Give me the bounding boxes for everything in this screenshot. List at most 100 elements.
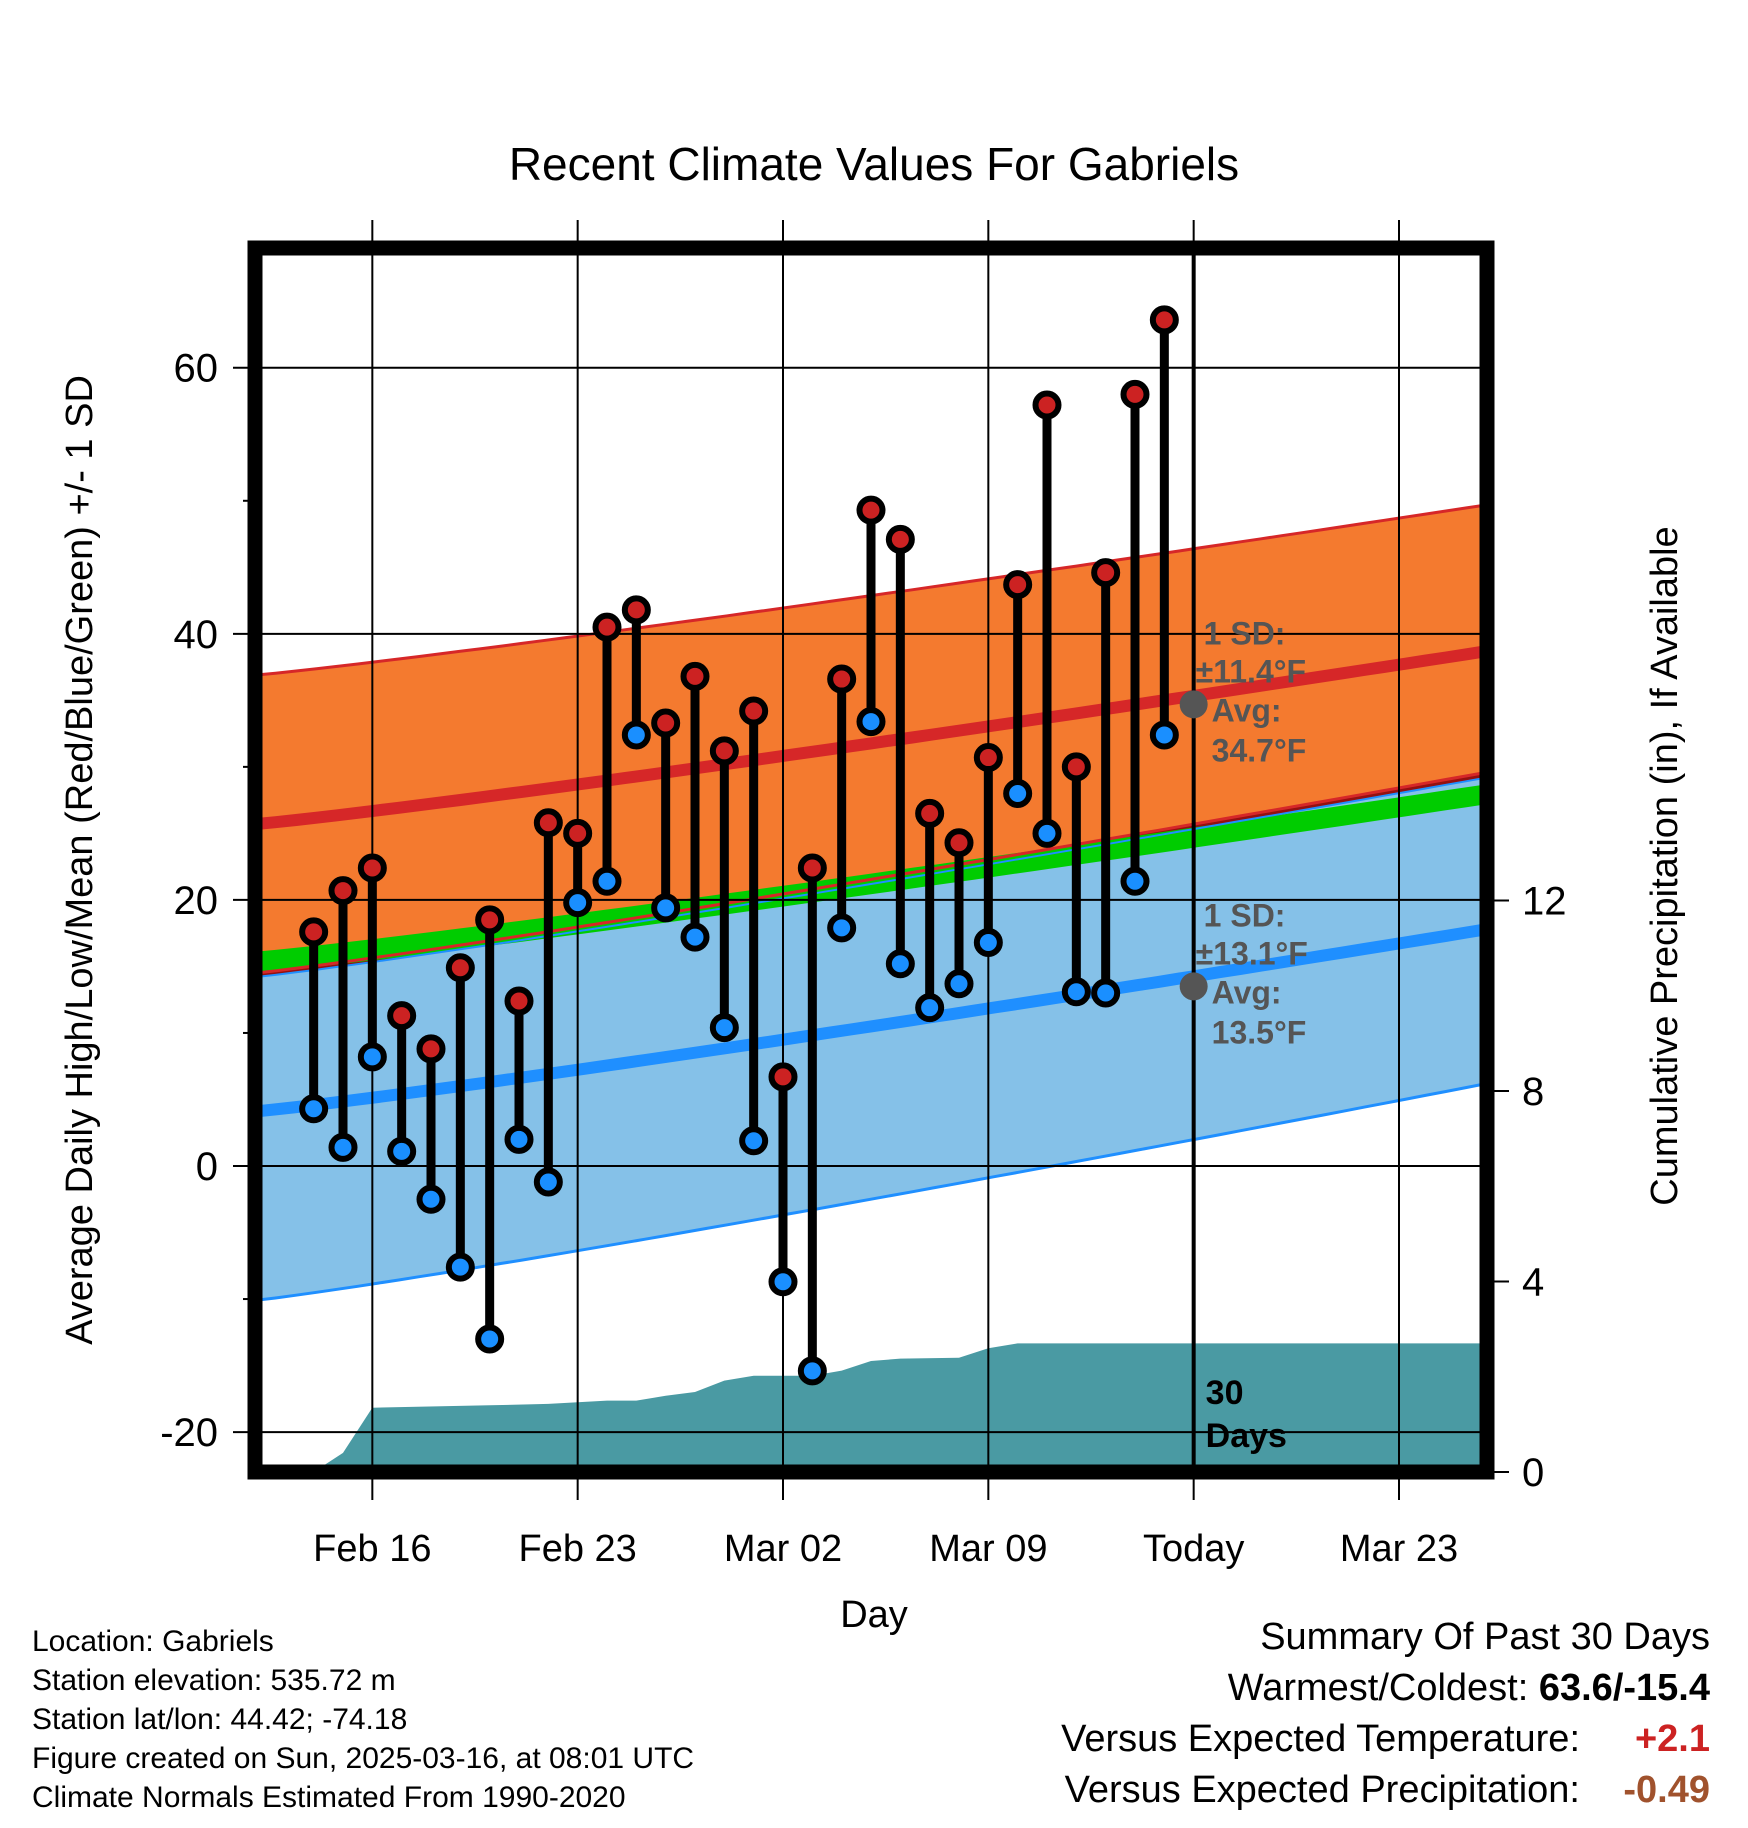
daily-low-point — [533, 1167, 563, 1197]
daily-high-point — [328, 876, 358, 906]
daily-low-point — [621, 720, 651, 750]
station-info: Location: Gabriels Station elevation: 53… — [32, 1622, 694, 1817]
warm-cold-row: Warmest/Coldest: 63.6/-15.4 — [1061, 1663, 1710, 1714]
y2-tick-label: 12 — [1522, 879, 1567, 923]
daily-high-point — [533, 808, 563, 838]
x-tick-label: Feb 23 — [519, 1528, 637, 1570]
daily-low-point — [973, 927, 1003, 957]
low-sd-unit: °F — [1276, 935, 1308, 971]
cumulative-precip-area — [255, 1343, 1487, 1472]
summary-panel: Summary Of Past 30 Days Warmest/Coldest:… — [1061, 1612, 1710, 1816]
y2-tick-label: 0 — [1522, 1451, 1544, 1495]
high-avg-value: 34.7°F — [1212, 732, 1307, 768]
daily-low-point — [1003, 778, 1033, 808]
daily-high-point — [387, 1001, 417, 1031]
daily-high-point — [1032, 390, 1062, 420]
daily-low-point — [1091, 978, 1121, 1008]
x-tick-label: Mar 02 — [724, 1528, 842, 1570]
location-text: Location: Gabriels — [32, 1625, 274, 1658]
daily-high-point — [944, 828, 974, 858]
high-sd-value: ±11.4°F — [1196, 653, 1306, 689]
low-avg-marker — [1179, 972, 1208, 1001]
daily-high-point — [739, 696, 769, 726]
daily-high-point — [445, 953, 475, 983]
daily-low-point — [680, 922, 710, 952]
high-mean-line — [255, 645, 1487, 831]
daily-high-point — [915, 798, 945, 828]
daily-high-point — [973, 743, 1003, 773]
high-sd-unit: °F — [1274, 653, 1306, 689]
daily-high-point — [357, 853, 387, 883]
high-sd-lower-line — [255, 770, 1487, 975]
daily-high-point — [504, 986, 534, 1016]
high-avg-title: Avg: — [1212, 692, 1282, 728]
y-tick-label: -20 — [160, 1411, 218, 1455]
created-text: Figure created on Sun, 2025-03-16, at 08… — [32, 1742, 695, 1775]
daily-high-point — [797, 853, 827, 883]
daily-low-point — [1120, 866, 1150, 896]
warm-cold-label: Warmest/Coldest: — [1227, 1667, 1529, 1709]
daily-high-point — [709, 736, 739, 766]
daily-high-point — [827, 664, 857, 694]
daily-low-point — [563, 888, 593, 918]
daily-high-point — [475, 905, 505, 935]
x-tick-label: Mar 09 — [929, 1528, 1047, 1570]
daily-low-point — [709, 1013, 739, 1043]
plot-frame — [247, 240, 1495, 1480]
y-tick-label: 40 — [174, 613, 219, 657]
daily-high-point — [651, 708, 681, 738]
daily-high-point — [563, 818, 593, 848]
temp-label: Versus Expected Temperature: — [1061, 1718, 1580, 1760]
daily-high-point — [1061, 752, 1091, 782]
daily-low-point — [885, 949, 915, 979]
daily-low-point — [592, 866, 622, 896]
daily-low-point — [504, 1124, 534, 1154]
daily-low-point — [651, 893, 681, 923]
daily-low-point — [856, 707, 886, 737]
y-tick-label: 20 — [174, 879, 219, 923]
daily-low-point — [387, 1136, 417, 1166]
high-avg-unit: °F — [1274, 732, 1306, 768]
y-tick-label: 0 — [196, 1145, 218, 1189]
x-axis-label: Day — [840, 1594, 908, 1636]
daily-high-point — [416, 1034, 446, 1064]
y-axis-label: Average Daily High/Low/Mean (Red/Blue/Gr… — [59, 375, 101, 1345]
daily-high-point — [680, 661, 710, 691]
daily-low-point — [357, 1042, 387, 1072]
high-avg-marker — [1179, 690, 1208, 719]
daily-low-point — [1061, 977, 1091, 1007]
temp-row: Versus Expected Temperature: +2.1 — [1061, 1714, 1710, 1765]
latlon-text: Station lat/lon: 44.42; -74.18 — [32, 1703, 408, 1736]
low-avg-title: Avg: — [1212, 974, 1282, 1010]
x-tick-label: Mar 23 — [1340, 1528, 1458, 1570]
precip-value: -0.49 — [1623, 1769, 1710, 1811]
low-sd-upper-line — [255, 776, 1487, 979]
y2-tick-label: 4 — [1522, 1260, 1544, 1304]
daily-low-point — [328, 1132, 358, 1162]
low-sd-value: ±13.1°F — [1196, 935, 1308, 971]
daily-low-point — [445, 1252, 475, 1282]
today-days-label: Days — [1206, 1417, 1287, 1455]
today-days-count: 30 — [1206, 1374, 1244, 1412]
low-sd-band — [255, 777, 1487, 1301]
daily-high-point — [1120, 379, 1150, 409]
temp-value: +2.1 — [1634, 1718, 1710, 1760]
daily-low-point — [475, 1324, 505, 1354]
daily-high-point — [1149, 305, 1179, 335]
daily-low-point — [739, 1126, 769, 1156]
elevation-text: Station elevation: 535.72 m — [32, 1664, 396, 1697]
daily-low-point — [768, 1267, 798, 1297]
warm-cold-value: 63.6/-15.4 — [1538, 1667, 1710, 1709]
daily-high-point — [299, 917, 329, 947]
x-tick-label: Today — [1143, 1528, 1244, 1570]
y-tick-label: 60 — [174, 347, 219, 391]
y2-tick-label: 8 — [1522, 1070, 1544, 1114]
precip-label: Versus Expected Precipitation: — [1064, 1769, 1580, 1811]
daily-high-point — [621, 595, 651, 625]
precip-row: Versus Expected Precipitation: -0.49 — [1061, 1765, 1710, 1816]
daily-low-point — [1032, 818, 1062, 848]
low-avg-value: 13.5°F — [1212, 1014, 1307, 1050]
low-sd-title: 1 SD: — [1204, 897, 1286, 933]
daily-low-point — [827, 913, 857, 943]
